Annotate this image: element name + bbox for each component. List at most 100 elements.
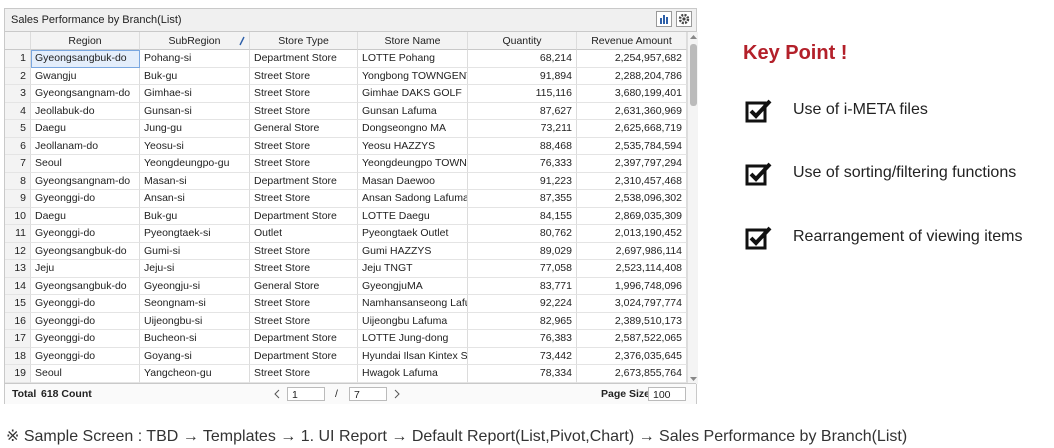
table-cell[interactable]: Yongbong TOWNGENT (358, 67, 468, 85)
table-cell[interactable]: Gyeonggi-do (31, 312, 140, 330)
table-cell[interactable]: 2,523,114,408 (577, 260, 687, 278)
table-cell[interactable]: Buk-gu (140, 207, 250, 225)
table-cell[interactable]: 2,631,360,969 (577, 102, 687, 120)
table-cell[interactable]: Jeju TNGT (358, 260, 468, 278)
table-cell[interactable]: Department Store (250, 330, 358, 348)
table-cell[interactable]: Jeollanam-do (31, 137, 140, 155)
table-cell[interactable]: Gwangju (31, 67, 140, 85)
table-cell[interactable]: Gumi-si (140, 242, 250, 260)
table-cell[interactable]: Buk-gu (140, 67, 250, 85)
table-cell[interactable]: Masan Daewoo (358, 172, 468, 190)
table-cell[interactable]: Gyeonggi-do (31, 295, 140, 313)
table-cell[interactable]: Street Store (250, 85, 358, 103)
table-cell[interactable]: 2,013,190,452 (577, 225, 687, 243)
table-cell[interactable]: Gyeongsangnam-do (31, 85, 140, 103)
table-cell[interactable]: Street Store (250, 365, 358, 383)
table-cell[interactable]: Jeju (31, 260, 140, 278)
table-cell[interactable]: 76,333 (468, 155, 577, 173)
table-cell[interactable]: Uijeongbu-si (140, 312, 250, 330)
table-cell[interactable]: 91,223 (468, 172, 577, 190)
table-cell[interactable]: 3,680,199,401 (577, 85, 687, 103)
table-cell[interactable]: 2,288,204,786 (577, 67, 687, 85)
table-cell[interactable]: Gyeonggi-do (31, 330, 140, 348)
table-cell[interactable]: General Store (250, 120, 358, 138)
table-cell[interactable]: 2,587,522,065 (577, 330, 687, 348)
table-cell[interactable]: LOTTE Pohang (358, 50, 468, 68)
table-cell[interactable]: 1,996,748,096 (577, 277, 687, 295)
table-cell[interactable]: Pyeongtaek-si (140, 225, 250, 243)
table-cell[interactable]: Gyeonggi-do (31, 225, 140, 243)
column-header[interactable]: Quantity (468, 32, 577, 50)
table-cell[interactable]: Street Store (250, 190, 358, 208)
table-cell[interactable]: Gunsan-si (140, 102, 250, 120)
table-cell[interactable]: 2,869,035,309 (577, 207, 687, 225)
table-cell[interactable]: 78,334 (468, 365, 577, 383)
page-input[interactable]: 1 (287, 387, 325, 401)
scrollbar[interactable] (687, 32, 698, 384)
table-cell[interactable]: Ansan-si (140, 190, 250, 208)
table-cell[interactable]: Jung-gu (140, 120, 250, 138)
table-cell[interactable]: Street Store (250, 102, 358, 120)
table-cell[interactable]: Gyeongsangbuk-do (31, 277, 140, 295)
table-cell[interactable]: 115,116 (468, 85, 577, 103)
table-cell[interactable]: 3,024,797,774 (577, 295, 687, 313)
table-cell[interactable]: 80,762 (468, 225, 577, 243)
table-cell[interactable]: Hwagok Lafuma (358, 365, 468, 383)
column-header[interactable]: SubRegion (140, 32, 250, 50)
table-cell[interactable]: 82,965 (468, 312, 577, 330)
table-cell[interactable]: Street Store (250, 155, 358, 173)
table-cell[interactable]: Yeosu HAZZYS (358, 137, 468, 155)
table-cell[interactable]: Pohang-si (140, 50, 250, 68)
table-cell[interactable]: General Store (250, 277, 358, 295)
table-cell[interactable]: LOTTE Jung-dong (358, 330, 468, 348)
table-cell[interactable]: 2,397,797,294 (577, 155, 687, 173)
table-cell[interactable]: Street Store (250, 137, 358, 155)
table-cell[interactable]: Yeongdeungpo TOWN... (358, 155, 468, 173)
table-cell[interactable]: 84,155 (468, 207, 577, 225)
table-cell[interactable]: 76,383 (468, 330, 577, 348)
chart-button[interactable] (656, 11, 672, 27)
table-cell[interactable]: 2,535,784,594 (577, 137, 687, 155)
table-cell[interactable]: 2,538,096,302 (577, 190, 687, 208)
table-cell[interactable]: Gyeonggi-do (31, 190, 140, 208)
table-cell[interactable]: Department Store (250, 172, 358, 190)
table-cell[interactable]: 68,214 (468, 50, 577, 68)
next-page[interactable] (393, 389, 401, 399)
table-cell[interactable]: 73,211 (468, 120, 577, 138)
table-cell[interactable]: Ansan Sadong Lafuma (358, 190, 468, 208)
table-cell[interactable]: Masan-si (140, 172, 250, 190)
table-cell[interactable]: Gyeongsangbuk-do (31, 242, 140, 260)
table-cell[interactable]: Jeollabuk-do (31, 102, 140, 120)
table-cell[interactable]: Jeju-si (140, 260, 250, 278)
table-cell[interactable]: Gimhae DAKS GOLF (358, 85, 468, 103)
table-cell[interactable]: 2,625,668,719 (577, 120, 687, 138)
table-cell[interactable]: 2,673,855,764 (577, 365, 687, 383)
table-cell[interactable]: Yeongdeungpo-gu (140, 155, 250, 173)
table-cell[interactable]: Gyeongsangnam-do (31, 172, 140, 190)
column-header[interactable]: Store Type (250, 32, 358, 50)
table-cell[interactable]: Uijeongbu Lafuma (358, 312, 468, 330)
filter-icon[interactable] (238, 36, 246, 46)
table-cell[interactable]: Gyeongsangbuk-do (31, 50, 140, 68)
table-cell[interactable]: Bucheon-si (140, 330, 250, 348)
table-cell[interactable]: Seoul (31, 155, 140, 173)
table-cell[interactable]: 88,468 (468, 137, 577, 155)
table-cell[interactable]: Gunsan Lafuma (358, 102, 468, 120)
table-cell[interactable]: Yeosu-si (140, 137, 250, 155)
page-size-input[interactable]: 100 (648, 387, 686, 401)
table-cell[interactable]: Gimhae-si (140, 85, 250, 103)
table-cell[interactable]: Gumi HAZZYS (358, 242, 468, 260)
table-cell[interactable]: Department Store (250, 347, 358, 365)
settings-button[interactable] (676, 11, 692, 27)
column-header[interactable]: Region (31, 32, 140, 50)
table-cell[interactable]: Seongnam-si (140, 295, 250, 313)
table-cell[interactable]: Goyang-si (140, 347, 250, 365)
table-cell[interactable]: 91,894 (468, 67, 577, 85)
table-cell[interactable]: Department Store (250, 207, 358, 225)
prev-page[interactable] (273, 389, 281, 399)
table-cell[interactable]: 89,029 (468, 242, 577, 260)
table-cell[interactable]: Daegu (31, 207, 140, 225)
table-cell[interactable]: Daegu (31, 120, 140, 138)
table-cell[interactable]: Seoul (31, 365, 140, 383)
table-cell[interactable]: Namhansanseong Lafu... (358, 295, 468, 313)
